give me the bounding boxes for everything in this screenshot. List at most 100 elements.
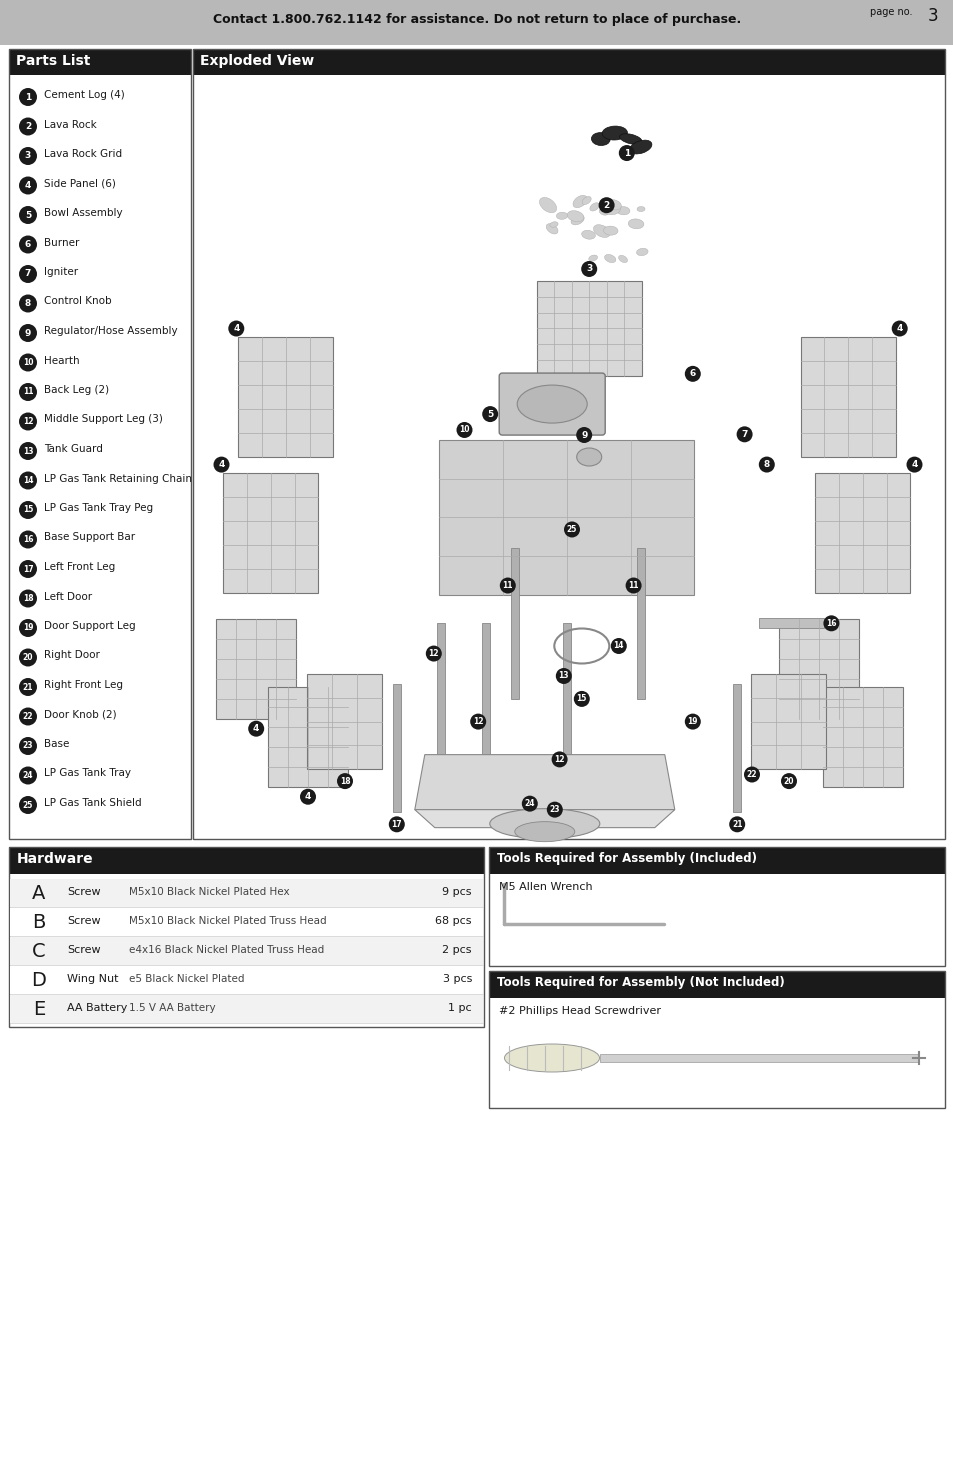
Ellipse shape: [601, 125, 627, 140]
Text: 2 pcs: 2 pcs: [442, 945, 472, 954]
Bar: [10, 996, 482, 1024]
Circle shape: [573, 690, 589, 707]
Text: Screw: Screw: [67, 886, 100, 897]
Circle shape: [521, 795, 537, 811]
Circle shape: [19, 236, 37, 254]
Text: LP Gas Tank Shield: LP Gas Tank Shield: [44, 798, 141, 808]
Text: 16: 16: [825, 620, 836, 628]
Circle shape: [905, 457, 922, 472]
Circle shape: [470, 714, 486, 730]
Text: 19: 19: [687, 717, 698, 726]
Text: E: E: [32, 1000, 45, 1019]
Bar: [489, 971, 944, 1108]
Circle shape: [19, 442, 37, 460]
Ellipse shape: [556, 212, 567, 220]
Text: 9: 9: [25, 329, 31, 338]
Bar: [10, 966, 482, 994]
Text: 7: 7: [740, 429, 747, 440]
Text: Lava Rock: Lava Rock: [44, 119, 96, 130]
Bar: [481, 624, 489, 782]
Text: 17: 17: [23, 565, 33, 574]
Circle shape: [19, 620, 37, 637]
Text: 14: 14: [23, 476, 33, 485]
Text: Base Support Bar: Base Support Bar: [44, 532, 135, 543]
Text: 14: 14: [613, 642, 623, 650]
Text: e4x16 Black Nickel Plated Truss Head: e4x16 Black Nickel Plated Truss Head: [129, 945, 324, 954]
Bar: [307, 674, 382, 768]
Circle shape: [610, 639, 626, 653]
Bar: [0, 0, 953, 46]
Bar: [599, 1055, 917, 1062]
Text: 4: 4: [305, 792, 311, 801]
Text: 22: 22: [23, 712, 33, 721]
Bar: [511, 547, 518, 699]
Bar: [733, 684, 740, 813]
Text: Parts List: Parts List: [16, 55, 91, 68]
Circle shape: [618, 145, 634, 161]
Circle shape: [743, 767, 760, 783]
Text: 22: 22: [746, 770, 757, 779]
Text: 18: 18: [23, 594, 33, 603]
Text: Left Door: Left Door: [44, 591, 92, 602]
Text: 1: 1: [25, 93, 31, 102]
Bar: [489, 847, 944, 966]
Ellipse shape: [515, 822, 575, 842]
Text: 3: 3: [926, 7, 938, 25]
Bar: [759, 618, 823, 628]
Circle shape: [563, 522, 579, 537]
Text: 12: 12: [23, 417, 33, 426]
Ellipse shape: [546, 224, 558, 235]
Text: 23: 23: [549, 805, 559, 814]
Ellipse shape: [573, 195, 586, 208]
Text: Cement Log (4): Cement Log (4): [44, 90, 125, 100]
Circle shape: [19, 796, 37, 814]
Circle shape: [19, 413, 37, 431]
Text: 24: 24: [23, 771, 33, 780]
Circle shape: [213, 457, 230, 472]
Text: 15: 15: [576, 695, 586, 704]
Bar: [822, 687, 902, 786]
Text: Tools Required for Assembly (Included): Tools Required for Assembly (Included): [497, 853, 757, 864]
Circle shape: [598, 198, 614, 214]
Bar: [800, 336, 895, 457]
Text: Right Door: Right Door: [44, 650, 100, 661]
Circle shape: [389, 816, 404, 832]
Circle shape: [580, 261, 597, 277]
Ellipse shape: [637, 207, 644, 211]
Text: 8: 8: [25, 299, 31, 308]
Text: 15: 15: [23, 506, 33, 515]
Text: Door Support Leg: Door Support Leg: [44, 621, 135, 631]
Circle shape: [625, 578, 641, 593]
Circle shape: [19, 324, 37, 342]
Text: Middle Support Leg (3): Middle Support Leg (3): [44, 414, 163, 425]
Circle shape: [248, 721, 264, 736]
Text: 1: 1: [623, 149, 629, 158]
Circle shape: [19, 738, 37, 755]
Ellipse shape: [593, 224, 610, 237]
Circle shape: [556, 668, 571, 684]
Text: 13: 13: [558, 671, 568, 680]
Circle shape: [19, 767, 37, 785]
Text: Tank Guard: Tank Guard: [44, 444, 103, 454]
Circle shape: [19, 708, 37, 726]
FancyBboxPatch shape: [498, 373, 604, 435]
Circle shape: [19, 384, 37, 401]
Text: 4: 4: [218, 460, 225, 469]
Ellipse shape: [603, 226, 618, 235]
Ellipse shape: [605, 199, 620, 209]
Text: 3: 3: [25, 152, 31, 161]
Circle shape: [19, 354, 37, 372]
Bar: [815, 472, 909, 593]
Circle shape: [19, 266, 37, 283]
Polygon shape: [415, 810, 674, 827]
Ellipse shape: [567, 211, 583, 221]
Circle shape: [336, 773, 353, 789]
Circle shape: [684, 714, 700, 730]
Bar: [193, 49, 944, 75]
Text: Left Front Leg: Left Front Leg: [44, 562, 115, 572]
Text: e5 Black Nickel Plated: e5 Black Nickel Plated: [129, 974, 244, 984]
Text: 2: 2: [603, 201, 609, 209]
Circle shape: [19, 502, 37, 519]
Text: 9: 9: [580, 431, 587, 440]
Text: 1 pc: 1 pc: [448, 1003, 472, 1013]
